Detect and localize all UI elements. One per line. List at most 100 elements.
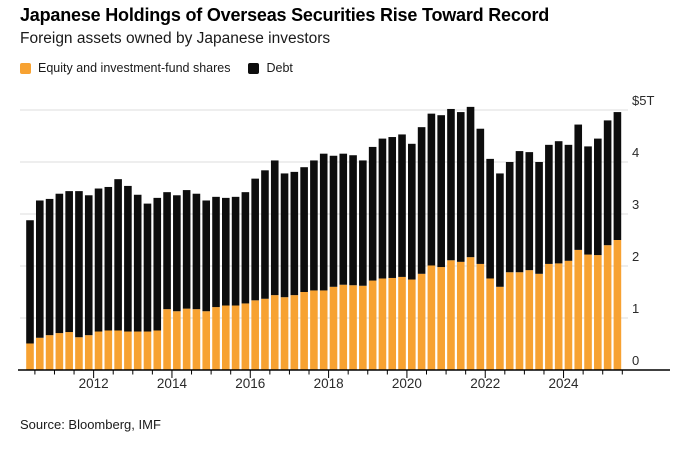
bar-debt-segment bbox=[231, 196, 240, 306]
bar-debt-segment bbox=[45, 198, 54, 336]
y-axis-tick-label: 3 bbox=[632, 197, 639, 212]
legend-label-debt: Debt bbox=[266, 61, 293, 75]
bar-equity-segment bbox=[251, 300, 259, 370]
bar-equity-segment bbox=[241, 303, 250, 370]
bar-equity-segment bbox=[104, 330, 113, 370]
bar-debt-segment bbox=[212, 196, 220, 308]
bar-debt-segment bbox=[437, 115, 445, 268]
bar-equity-segment bbox=[408, 279, 416, 370]
legend-item-equity: Equity and investment-fund shares bbox=[20, 61, 230, 75]
bar-debt-segment bbox=[525, 152, 534, 271]
bar-equity-segment bbox=[417, 273, 426, 370]
bar-equity-segment bbox=[554, 263, 563, 370]
bar-equity-segment bbox=[192, 309, 201, 370]
bar-equity-segment bbox=[231, 305, 240, 370]
bar-equity-segment bbox=[545, 263, 553, 370]
bar-debt-segment bbox=[261, 170, 269, 299]
chart-legend: Equity and investment-fund shares Debt bbox=[20, 61, 293, 75]
chart-title: Japanese Holdings of Overseas Securities… bbox=[20, 5, 550, 25]
bar-equity-segment bbox=[378, 278, 387, 370]
bar-debt-segment bbox=[94, 188, 103, 332]
bar-equity-segment bbox=[447, 260, 455, 370]
bar-equity-segment bbox=[388, 277, 397, 370]
bar-debt-segment bbox=[349, 155, 357, 286]
bar-equity-segment bbox=[222, 305, 230, 370]
x-axis-year-label: 2018 bbox=[314, 376, 344, 391]
bar-equity-segment bbox=[476, 263, 485, 370]
bar-debt-segment bbox=[143, 203, 152, 332]
bar-equity-segment bbox=[75, 337, 83, 370]
bar-debt-segment bbox=[359, 160, 367, 286]
y-axis-tick-label: 4 bbox=[632, 145, 639, 160]
y-axis-tick-label: 2 bbox=[632, 249, 639, 264]
bar-equity-segment bbox=[173, 311, 181, 370]
bar-equity-segment bbox=[280, 297, 289, 370]
bar-equity-segment bbox=[319, 290, 328, 370]
bar-debt-segment bbox=[270, 160, 279, 296]
bar-equity-segment bbox=[182, 308, 191, 370]
bar-equity-segment bbox=[261, 298, 269, 370]
bar-equity-segment bbox=[35, 337, 44, 370]
bar-equity-segment bbox=[300, 292, 308, 370]
bar-equity-segment bbox=[349, 285, 357, 370]
y-axis-tick-label: 1 bbox=[632, 301, 639, 316]
bar-debt-segment bbox=[202, 200, 211, 312]
bar-equity-segment bbox=[603, 245, 612, 370]
bar-equity-segment bbox=[45, 335, 54, 370]
equity-swatch-icon bbox=[20, 62, 31, 74]
bar-equity-segment bbox=[525, 270, 534, 370]
bar-equity-segment bbox=[505, 272, 514, 370]
bar-debt-segment bbox=[545, 144, 553, 264]
bar-debt-segment bbox=[613, 112, 622, 240]
y-axis-tick-label: 0 bbox=[632, 353, 639, 368]
bar-equity-segment bbox=[584, 254, 592, 370]
bar-equity-segment bbox=[437, 267, 445, 370]
bar-debt-segment bbox=[173, 195, 181, 312]
bar-equity-segment bbox=[398, 276, 406, 370]
bar-debt-segment bbox=[300, 167, 308, 292]
bar-debt-segment bbox=[554, 141, 563, 264]
bar-equity-segment bbox=[486, 278, 494, 370]
bar-equity-segment bbox=[613, 240, 622, 370]
bar-debt-segment bbox=[496, 173, 504, 287]
chart-area: 2012 2014 2016 2018 2020 2022 2024 $5T 4 3 2 1 0 bbox=[18, 86, 690, 401]
bar-debt-segment bbox=[564, 144, 573, 261]
bar-equity-segment bbox=[564, 260, 573, 370]
bar-equity-segment bbox=[84, 335, 93, 370]
bar-debt-segment bbox=[241, 192, 250, 304]
legend-item-debt: Debt bbox=[248, 61, 293, 75]
bar-equity-segment bbox=[124, 331, 132, 370]
bar-equity-segment bbox=[359, 285, 367, 370]
bar-debt-segment bbox=[124, 185, 132, 332]
bar-debt-segment bbox=[84, 195, 93, 336]
bar-debt-segment bbox=[594, 138, 602, 256]
x-axis-year-label: 2012 bbox=[79, 376, 109, 391]
bar-equity-segment bbox=[594, 255, 602, 370]
bar-debt-segment bbox=[26, 220, 34, 344]
bar-equity-segment bbox=[114, 330, 122, 370]
bar-equity-segment bbox=[153, 330, 162, 370]
bar-debt-segment bbox=[153, 197, 162, 331]
bar-debt-segment bbox=[319, 153, 328, 291]
bar-equity-segment bbox=[163, 309, 171, 370]
bar-debt-segment bbox=[408, 143, 416, 280]
bar-equity-segment bbox=[202, 311, 211, 370]
bar-debt-segment bbox=[133, 194, 142, 332]
bar-debt-segment bbox=[163, 192, 171, 310]
bar-equity-segment bbox=[65, 332, 73, 370]
legend-label-equity: Equity and investment-fund shares bbox=[38, 61, 231, 75]
bar-equity-segment bbox=[310, 290, 318, 370]
bar-debt-segment bbox=[515, 151, 524, 273]
bar-equity-segment bbox=[329, 286, 338, 370]
bar-equity-segment bbox=[290, 295, 299, 370]
bar-equity-segment bbox=[339, 284, 348, 370]
bar-equity-segment bbox=[427, 265, 436, 370]
bar-debt-segment bbox=[378, 138, 387, 279]
bar-debt-segment bbox=[427, 113, 436, 266]
bar-equity-segment bbox=[26, 343, 34, 370]
bar-equity-segment bbox=[456, 261, 465, 370]
bar-equity-segment bbox=[368, 280, 377, 370]
bar-debt-segment bbox=[339, 153, 348, 285]
bar-debt-segment bbox=[290, 171, 299, 296]
bar-equity-segment bbox=[574, 249, 583, 370]
